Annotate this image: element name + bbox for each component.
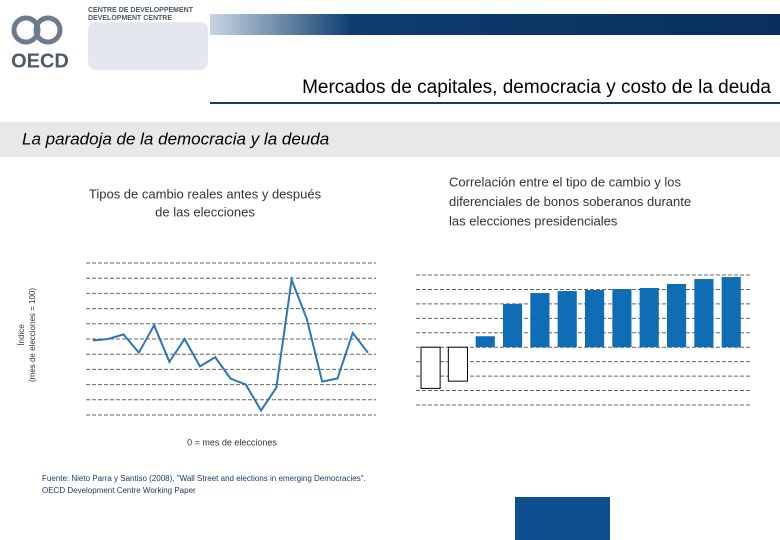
bar xyxy=(530,293,550,348)
slide-title: Mercados de capitales, democracia y cost… xyxy=(302,77,771,98)
logo xyxy=(11,15,208,70)
x-axis-label: 0 = mes de elecciones xyxy=(187,437,277,447)
source: Fuente: Nieto Parra y Santiso (2008), "W… xyxy=(42,474,366,483)
y-axis-label: (mes de elecciones = 100) xyxy=(28,288,37,382)
bar xyxy=(475,336,495,348)
bar xyxy=(667,283,687,348)
bar xyxy=(639,288,659,348)
y-axis-label: Índice xyxy=(17,324,26,346)
chart-title: Correlación entre el tipo de cambio y lo… xyxy=(449,174,681,189)
bar xyxy=(557,291,577,348)
chart-title: diferenciales de bonos soberanos durante xyxy=(449,194,691,209)
subtitle-band xyxy=(0,122,780,157)
line xyxy=(92,275,369,413)
header-bar xyxy=(210,14,780,35)
logo-line: DEVELOPMENT CENTRE xyxy=(88,15,172,22)
chart-title: las elecciones presidenciales xyxy=(449,213,618,228)
bar xyxy=(503,304,523,348)
bar xyxy=(585,290,605,348)
bar xyxy=(694,279,714,348)
bar xyxy=(612,289,632,348)
logo-name: OECD xyxy=(11,50,69,72)
logo-line: CENTRE DE DEVELOPPEMENT xyxy=(88,7,194,14)
chart-title: de las elecciones xyxy=(155,204,255,219)
chart-title: Tipos de cambio reales antes y después xyxy=(89,186,322,201)
bar xyxy=(420,346,441,389)
footer-block xyxy=(515,497,610,540)
bar xyxy=(447,346,468,382)
world-map xyxy=(88,22,208,70)
source: OECD Development Centre Working Paper xyxy=(42,486,196,495)
slide-subtitle: La paradoja de la democracia y la deuda xyxy=(22,129,329,148)
bar xyxy=(721,277,741,348)
